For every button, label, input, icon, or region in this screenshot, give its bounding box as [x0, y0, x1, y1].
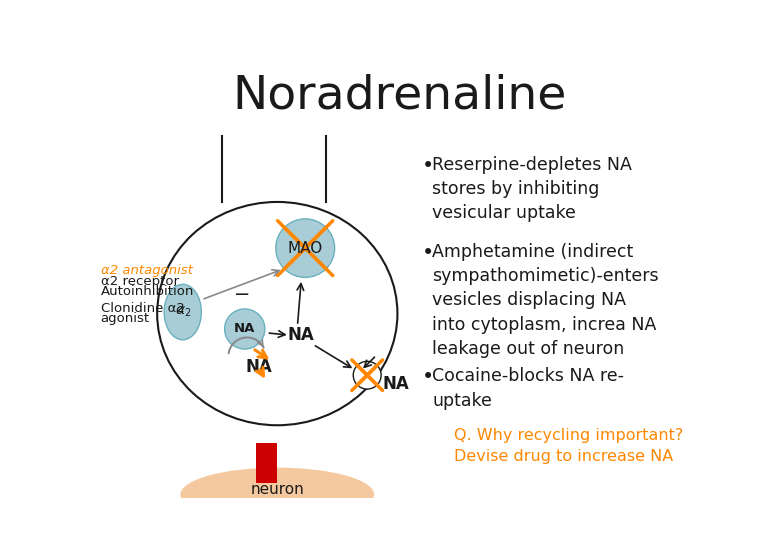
Text: Clonidine α2: Clonidine α2: [101, 302, 185, 315]
Text: −: −: [234, 285, 250, 304]
Circle shape: [276, 219, 335, 277]
Text: $\alpha_2$: $\alpha_2$: [175, 305, 191, 319]
Text: Q. Why recycling important?
Devise drug to increase NA: Q. Why recycling important? Devise drug …: [454, 427, 683, 464]
Text: agonist: agonist: [101, 312, 150, 325]
Circle shape: [225, 309, 265, 349]
Text: NA: NA: [287, 326, 314, 344]
Ellipse shape: [180, 468, 374, 521]
Ellipse shape: [164, 284, 201, 340]
Text: Amphetamine (indirect
sympathomimetic)-enters
vesicles displacing NA
into cytopl: Amphetamine (indirect sympathomimetic)-e…: [432, 242, 659, 358]
Text: NA: NA: [246, 358, 272, 376]
Circle shape: [353, 361, 381, 389]
Text: NA: NA: [383, 375, 410, 394]
Text: MAO: MAO: [288, 241, 323, 256]
Text: •: •: [421, 156, 434, 176]
Text: Autoinhibition: Autoinhibition: [101, 285, 194, 298]
Text: neuron: neuron: [250, 482, 304, 497]
Text: Noradrenaline: Noradrenaline: [232, 74, 567, 119]
Text: α2 receptor: α2 receptor: [101, 275, 179, 288]
Bar: [257, 443, 277, 483]
Text: α2 antagonist: α2 antagonist: [101, 264, 193, 277]
Text: •: •: [421, 367, 434, 388]
Text: Cocaine-blocks NA re-
uptake: Cocaine-blocks NA re- uptake: [432, 367, 624, 410]
Text: Reserpine-depletes NA
stores by inhibiting
vesicular uptake: Reserpine-depletes NA stores by inhibiti…: [432, 156, 632, 222]
Text: NA: NA: [234, 323, 255, 335]
Text: •: •: [421, 242, 434, 263]
